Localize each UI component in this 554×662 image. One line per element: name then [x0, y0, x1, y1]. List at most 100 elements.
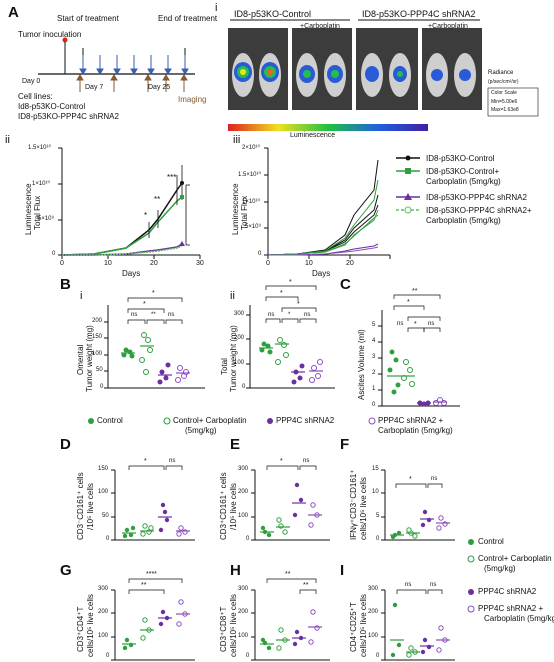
legend-a-control-carbo: ID8-p53KO-Control+	[426, 167, 500, 176]
c-ytick-4: 4	[372, 338, 376, 344]
color-scale-box	[487, 87, 539, 117]
growth-ii-ytick-1: 1.5×10¹⁰	[28, 145, 51, 151]
growth-ii-errorbars	[148, 165, 183, 238]
carboplatin-label-2: +Carboplatin	[428, 23, 468, 30]
growth-ii-ytick-3: 5×10⁹	[38, 216, 55, 222]
color-scale-max: Max=1.63e8	[491, 107, 519, 113]
legend-d-shrna-carbo-dose: Carboplatin (5mg/kg)	[484, 614, 554, 623]
color-scale-title: Color Scale	[491, 90, 517, 96]
growth-iii-xlabel: Days	[312, 269, 331, 278]
c-sig-3: ns	[397, 321, 404, 327]
panel-label-h: H	[230, 562, 241, 579]
h-ytick-100: 100	[238, 633, 249, 639]
growth-ii-ytick-2: 1×10¹⁰	[32, 181, 50, 187]
b-i-ytick-50: 50	[96, 367, 103, 373]
e-sig-1: *	[280, 458, 283, 465]
legend-b-shrna-carbo-dose: Carboplatin (5mg/kg)	[378, 426, 453, 435]
panel-label-c: C	[340, 276, 351, 293]
panel-label-i: I	[340, 562, 345, 579]
c-ytick-1: 1	[372, 386, 376, 392]
imaging-arrows	[76, 74, 188, 92]
c-sig-5: ns	[428, 321, 435, 327]
c-mean-bars	[387, 375, 447, 404]
growth-ii-ylabel-2: Total Flux	[33, 195, 42, 230]
b-i-sig-brackets	[127, 297, 183, 324]
d-ytick-0: 0	[106, 536, 110, 542]
legend-a-markers	[396, 155, 420, 214]
panel-label-e: E	[230, 436, 241, 453]
radiance-label: Radiance	[488, 70, 514, 76]
panel-label-b-ii: ii	[230, 290, 235, 302]
panel-label-d: D	[60, 436, 71, 453]
legend-a-shrna: ID8-p53KO-PPP4C shRNA2	[426, 193, 527, 202]
i-ylabel-2: cells/10⁵ live cells	[359, 594, 368, 657]
growth-iii-xtick-20: 20	[346, 260, 354, 267]
growth-ii-ytick-4: 0	[52, 251, 56, 257]
legend-a-carbo-dose-1: Carboplatin (5mg/kg)	[426, 177, 501, 186]
b-i-sig-5: ns	[168, 312, 175, 318]
panel-label-a: A	[8, 4, 19, 21]
growth-iii-ytick-2: 1.5×10¹⁰	[238, 172, 261, 178]
growth-ii-sig-mid: **	[154, 195, 161, 204]
g-ytick-300: 300	[98, 586, 109, 592]
legend-a-shrna-carbo: ID8-p53KO-PPP4C shRNA2+	[426, 206, 532, 215]
g-ytick-100: 100	[98, 633, 109, 639]
end-treatment-label: End of treatment	[158, 14, 218, 23]
i-ytick-100: 100	[368, 633, 379, 639]
b-i-ytick-150: 150	[92, 334, 103, 340]
g-ytick-200: 200	[98, 609, 109, 615]
d-ytick-150: 150	[98, 466, 109, 472]
growth-ii-xtick-10: 10	[104, 260, 112, 267]
h-ytick-300: 300	[238, 586, 249, 592]
growth-iii-ytick-1: 2×10¹⁰	[242, 145, 260, 151]
growth-ii-lines	[61, 182, 183, 256]
c-ytick-5: 5	[372, 322, 376, 328]
panel-label-a-i: i	[215, 2, 218, 14]
c-ytick-2: 2	[372, 370, 376, 376]
luminescence-blobs	[234, 62, 471, 83]
cell-lines-title: Cell lines:	[18, 92, 53, 101]
c-ytick-0: 0	[372, 402, 376, 408]
e-ylabel-2: /10⁵ live cells	[229, 483, 238, 530]
d-ytick-100: 100	[98, 489, 109, 495]
b-ii-ytick-200: 200	[234, 335, 245, 341]
i-sig-2: ns	[430, 582, 437, 588]
legend-d-shrna: PPP4C shRNA2	[478, 587, 537, 596]
d-ylabel-1: CD3⁻CD161⁺ cells	[76, 472, 85, 540]
c-sig-4: *	[414, 321, 417, 328]
d-sig-2: ns	[169, 458, 176, 464]
b-ii-sig-6: ns	[304, 312, 311, 318]
b-i-sig-2: *	[143, 301, 146, 308]
c-sig-brackets	[393, 294, 441, 332]
legend-a-control: ID8-p53KO-Control	[426, 154, 495, 163]
growth-iii-ytick-5: 0	[258, 251, 262, 257]
growth-ii-xlabel: Days	[122, 269, 141, 278]
panel-label-g: G	[60, 562, 72, 579]
c-sig-2: *	[407, 299, 410, 306]
h-ytick-0: 0	[246, 653, 250, 659]
legend-d-control-carbo: Control+ Carboplatin	[478, 554, 552, 563]
legend-d-shrna-carbo: PPP4C shRNA2 +	[478, 604, 544, 613]
growth-ii-sig-top: ***	[167, 173, 177, 182]
c-points	[387, 349, 447, 407]
c-axes	[378, 310, 460, 407]
panel-label-a-ii: ii	[5, 134, 10, 146]
growth-ii-sig-low: *	[144, 211, 148, 220]
growth-iii-lines	[267, 159, 379, 256]
b-i-mean-bars	[121, 345, 190, 376]
h-sig-2: **	[303, 582, 309, 589]
f-ytick-0: 0	[376, 536, 380, 542]
e-ytick-100: 100	[238, 513, 249, 519]
b-ii-ytick-100: 100	[234, 360, 245, 366]
imaging-group1-label: ID8-p53KO-Control	[234, 9, 312, 19]
b-ii-sig-1: *	[289, 279, 292, 286]
small-panel-mean-bars	[122, 502, 450, 653]
c-ytick-3: 3	[372, 354, 376, 360]
b-i-ytick-0: 0	[100, 384, 104, 390]
e-ytick-200: 200	[238, 489, 249, 495]
carboplatin-label-1: +Carboplatin	[300, 23, 340, 30]
g-ytick-0: 0	[106, 653, 110, 659]
small-panel-sig-brackets	[128, 465, 443, 594]
day0-label: Day 0	[22, 78, 41, 85]
